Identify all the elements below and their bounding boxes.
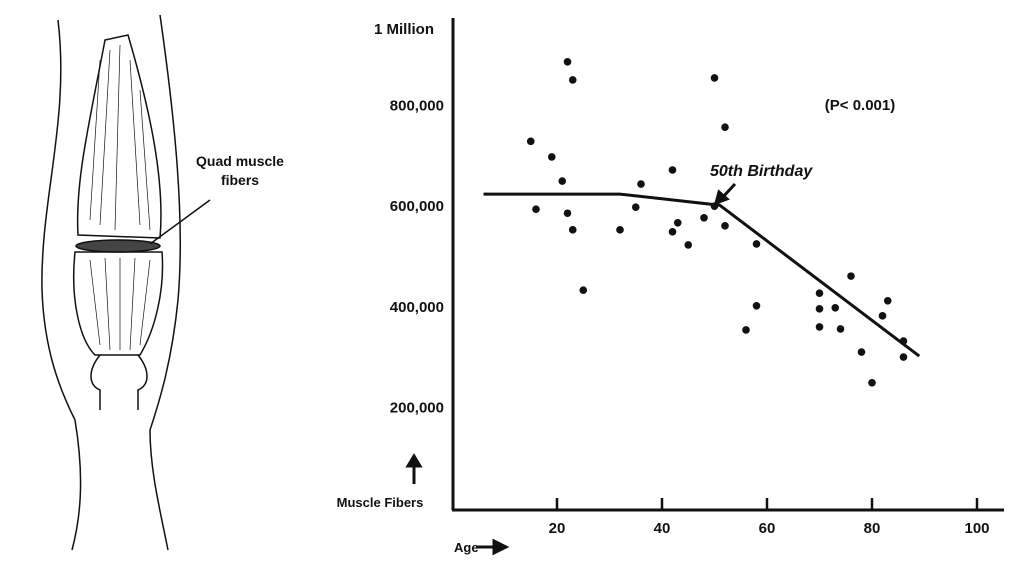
birthday-annotation: 50th Birthday [710, 163, 813, 180]
leg-outline-right [149, 14, 182, 551]
data-point [899, 353, 908, 361]
kneecap [90, 354, 148, 410]
data-point [668, 228, 677, 236]
birthday-arrow-icon [713, 182, 737, 206]
illustration-label-line1: Quad muscle [196, 153, 284, 169]
x-tick-label: 80 [864, 520, 881, 537]
upper-quad-muscle [76, 34, 162, 239]
right-arrow-icon [476, 538, 510, 556]
data-point [579, 286, 588, 295]
data-point [668, 166, 677, 174]
data-point [815, 289, 824, 298]
lower-quad-muscle [72, 251, 164, 356]
data-point [721, 222, 729, 230]
label-leader-line [149, 199, 211, 245]
data-point [568, 226, 577, 234]
data-point [899, 337, 908, 345]
data-point [868, 378, 876, 387]
data-point [616, 226, 624, 234]
x-axis-label: Age [454, 540, 479, 555]
data-point [836, 325, 845, 333]
leg-illustration [41, 14, 211, 551]
data-point [710, 74, 719, 82]
y-tick-label: 800,000 [390, 98, 444, 115]
data-point [547, 153, 556, 161]
data-point [532, 205, 540, 214]
data-point [742, 326, 750, 334]
data-point [700, 213, 708, 222]
data-point [857, 348, 866, 356]
data-point [752, 240, 761, 248]
x-tick-label: 60 [759, 520, 776, 537]
data-point [558, 177, 567, 185]
scatter-chart: 1 Million 200,000 400,000 600,000 800,000 2… [337, 18, 1004, 556]
data-point [815, 305, 824, 313]
data-point [673, 219, 682, 227]
x-tick-label: 20 [549, 520, 566, 537]
leg-outline-left [41, 19, 82, 551]
trend-line [483, 192, 921, 358]
data-point [563, 209, 572, 218]
cut-section [75, 239, 161, 253]
y-tick-label: 400,000 [390, 299, 444, 316]
data-point [831, 304, 840, 312]
data-point [631, 203, 640, 212]
y-axis-label: Muscle Fibers [337, 495, 424, 510]
x-tick-label: 40 [654, 520, 671, 537]
data-point [526, 137, 535, 146]
data-point [684, 241, 693, 249]
muscle-fiber-lines [89, 44, 151, 351]
y-top-label: 1 Million [374, 21, 434, 38]
data-point [883, 296, 892, 305]
data-point [878, 312, 887, 320]
p-value-annotation: (P< 0.001) [825, 97, 895, 114]
data-point [563, 58, 572, 66]
data-point [752, 302, 761, 310]
up-arrow-icon [405, 453, 423, 484]
data-point [847, 272, 855, 280]
y-tick-label: 600,000 [390, 198, 444, 215]
data-point [568, 76, 577, 84]
data-point [721, 123, 729, 132]
y-tick-label: 200,000 [390, 399, 444, 416]
data-point [815, 323, 824, 331]
data-point [637, 180, 645, 188]
illustration-label-line2: fibers [221, 172, 259, 188]
x-tick-label: 100 [964, 520, 989, 537]
